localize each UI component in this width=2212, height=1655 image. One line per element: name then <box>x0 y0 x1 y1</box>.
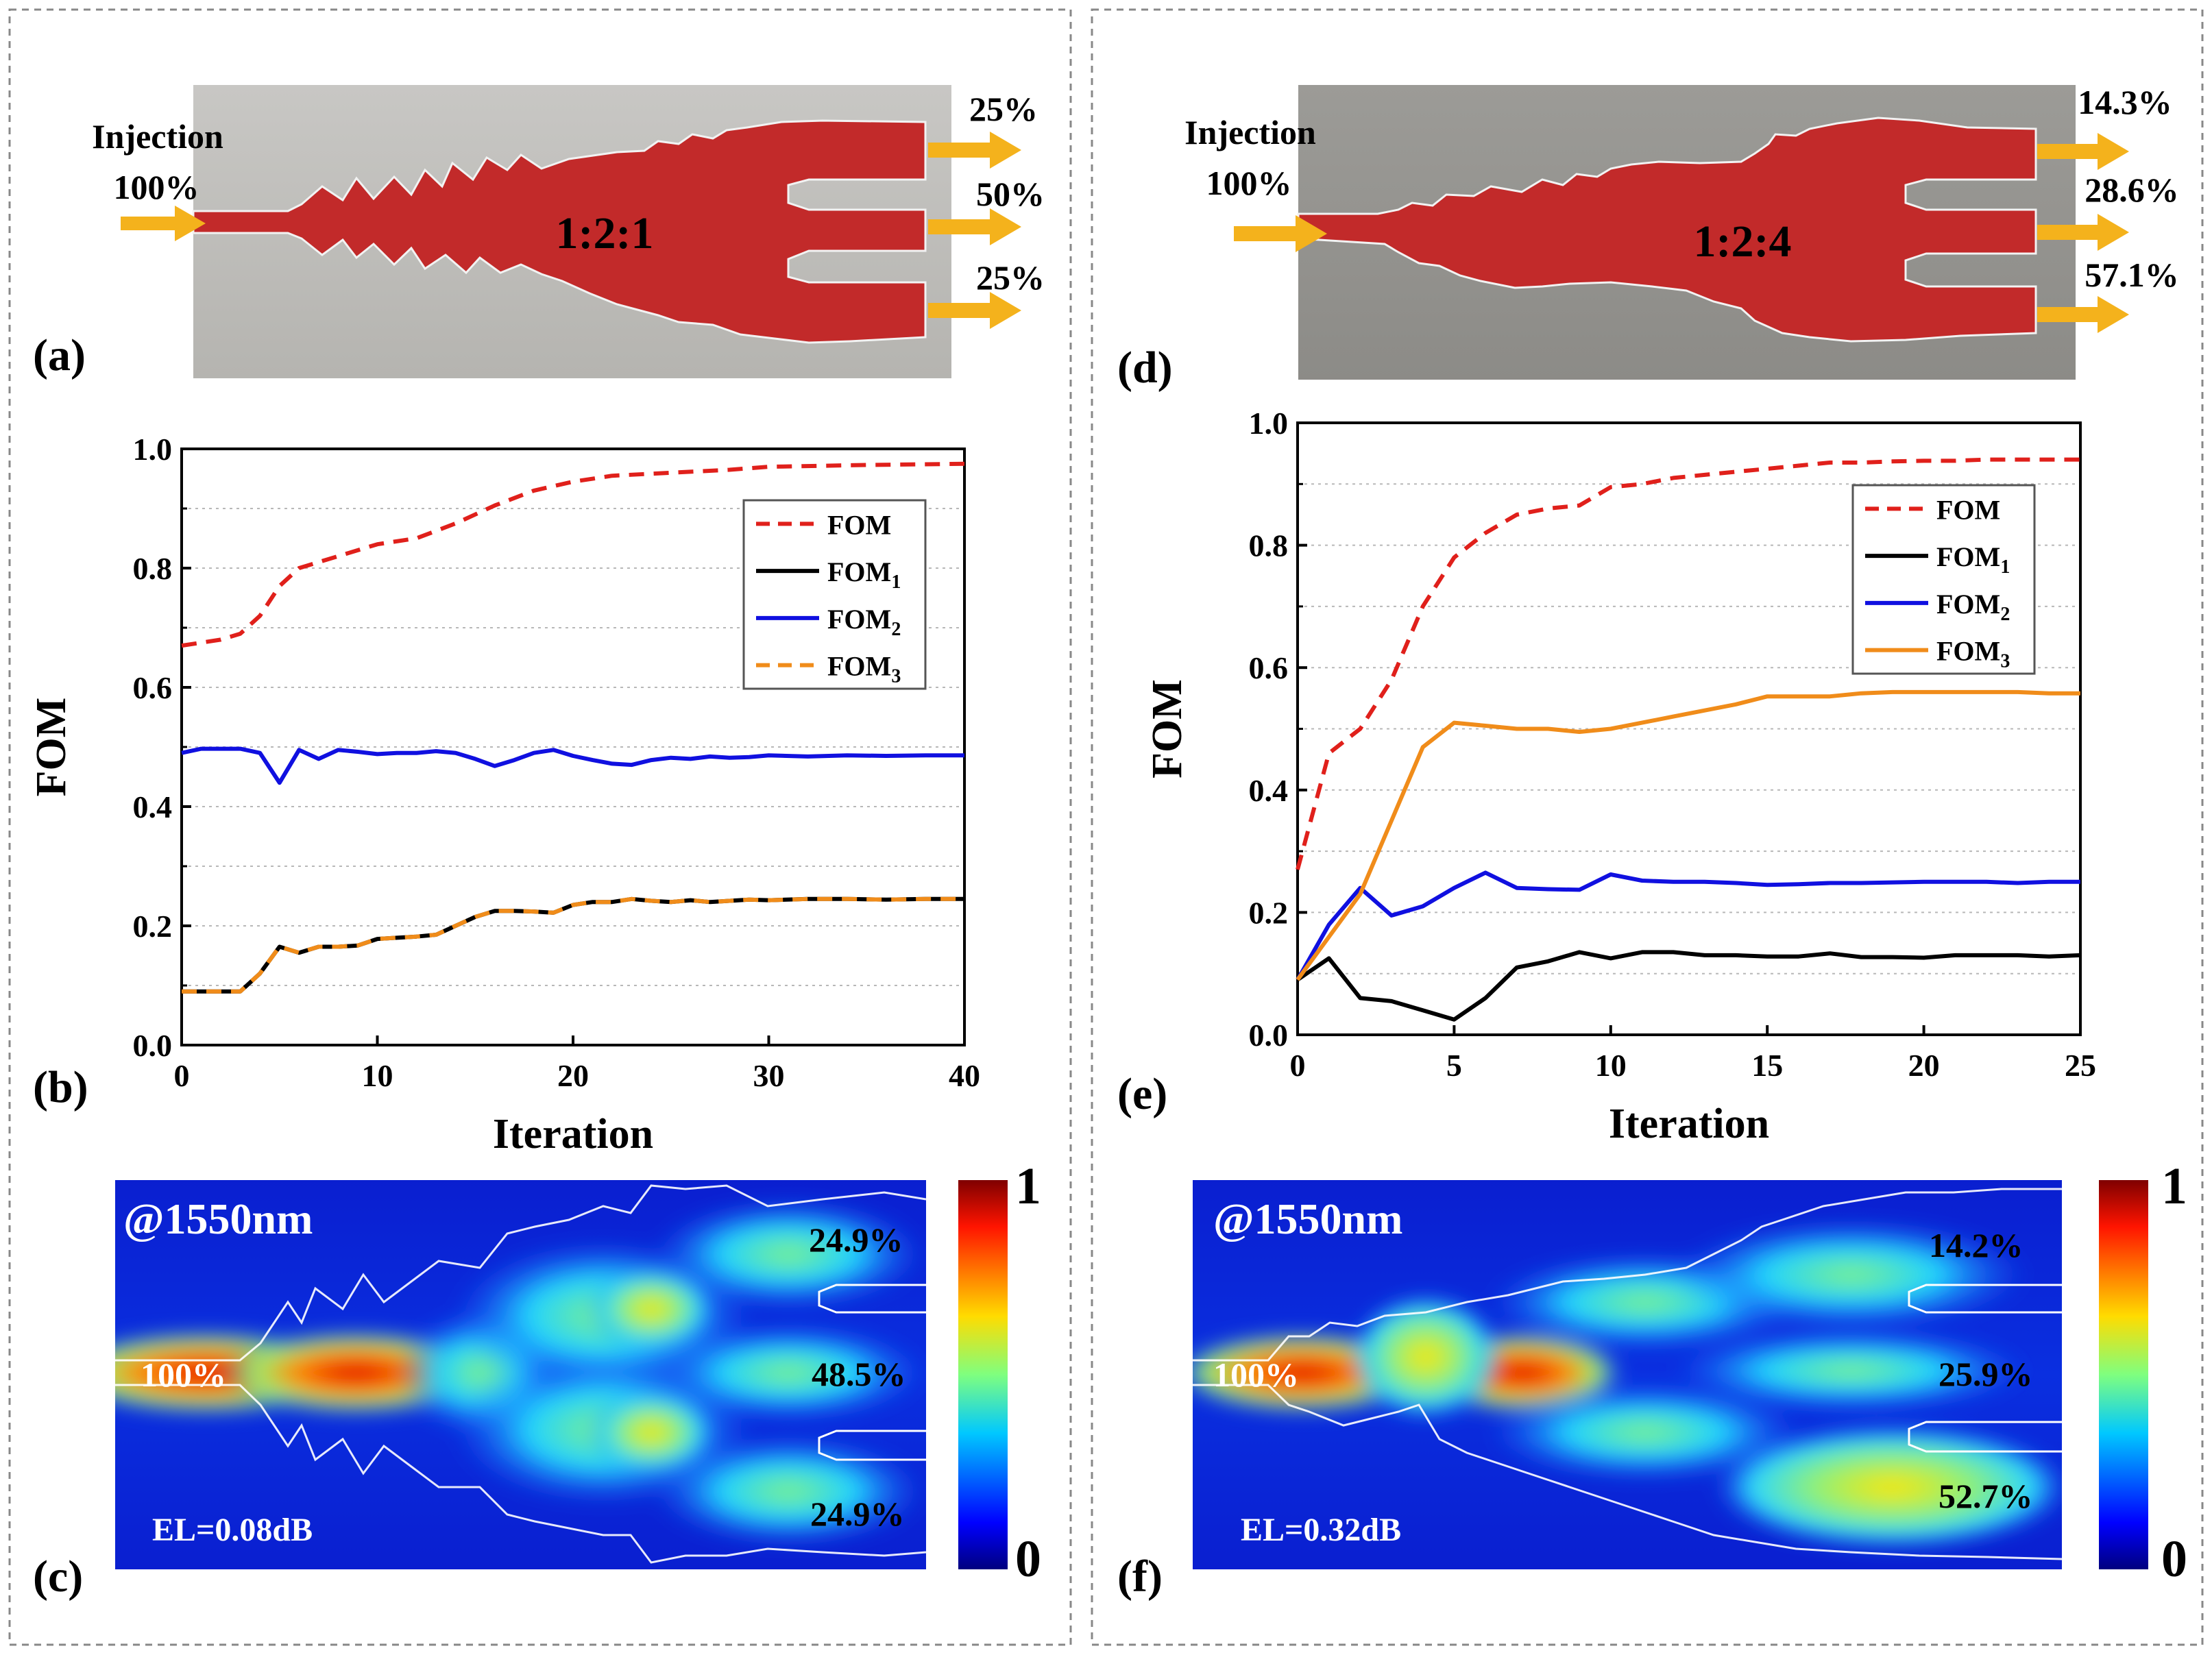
fom-chart-right: 0.0 0.2 0.4 0.6 0.8 1.0 0 5 10 15 20 25 Iteration FOM… <box>1144 406 2096 1147</box>
wavelength-label-right: @1550nm <box>1213 1194 1402 1243</box>
chart-b-xtick-label: 10 <box>362 1058 393 1093</box>
chart-e-ytick-label: 0.6 <box>1249 650 1289 685</box>
input-percent-right: 100% <box>1213 1356 1299 1394</box>
excess-loss-left: EL=0.08dB <box>152 1512 313 1548</box>
ratio-label-right: 1:2:4 <box>1694 217 1792 267</box>
injection-label-left: Injection <box>92 117 223 156</box>
ratio-label-left: 1:2:1 <box>556 208 654 258</box>
colorbar-max-left: 1 <box>1015 1157 1041 1215</box>
panel-label-e: (e) <box>1117 1069 1167 1119</box>
chart-e-legend-label: FOM <box>1936 494 2000 525</box>
field-output-left-2: 48.5% <box>812 1355 906 1393</box>
field-map-right: @1550nm 100% 14.2% 25.9% 52.7% EL=0.32dB… <box>1193 1157 2187 1588</box>
waveguide-left <box>192 119 927 344</box>
fom-chart-left: 0.0 0.2 0.4 0.6 0.8 1.0 0 10 20 30 40 Iteration FOM F… <box>28 432 980 1157</box>
chart-e-ytick-label: 0.8 <box>1249 528 1289 563</box>
chart-b-xtick-label: 0 <box>174 1058 190 1093</box>
panel-label-b: (b) <box>33 1062 88 1112</box>
chart-e-xtick-label: 20 <box>1908 1048 1940 1083</box>
chart-b-series-line-fom2 <box>181 746 964 785</box>
chart-e-series-line-fom1 <box>1296 950 2081 1022</box>
waveguide-right <box>1297 117 2037 343</box>
field-map-left: @1550nm 100% 24.9% 48.5% 24.9% EL=0.08dB… <box>115 1157 1041 1588</box>
chart-e-ytick-label: 1.0 <box>1249 406 1289 441</box>
chart-e-ytick-label: 0.2 <box>1249 895 1289 930</box>
injection-percent-right: 100% <box>1206 164 1292 202</box>
panel-label-d: (d) <box>1117 343 1173 393</box>
output-percent-right-2: 28.6% <box>2085 171 2179 209</box>
chart-b-ytick-label: 0.4 <box>133 789 173 824</box>
colorbar-min-left: 0 <box>1015 1530 1041 1588</box>
field-output-left-1: 24.9% <box>809 1221 903 1259</box>
input-percent-left: 100% <box>141 1356 226 1394</box>
chart-e-legend-label: FOM2 <box>1936 589 2010 625</box>
schematic-left: Injection 100% 1:2:1 25% 50% 25% <box>92 85 1045 378</box>
colorbar-right <box>2099 1180 2148 1569</box>
schematic-right: Injection 100% 1:2:4 14.3% 28.6% 57.1% <box>1184 83 2179 380</box>
output-percent-right-3: 57.1% <box>2085 256 2179 294</box>
chart-e-xtick-label: 10 <box>1595 1048 1627 1083</box>
output-percent-left-2: 50% <box>976 175 1045 213</box>
chart-e-series-line-fom <box>1296 457 2080 870</box>
chart-e-legend-frame <box>1851 484 2036 675</box>
chart-b-xtick-label: 40 <box>949 1058 980 1093</box>
panel-label-c: (c) <box>33 1552 83 1602</box>
chart-b-xtick-label: 30 <box>753 1058 785 1093</box>
field-output-left-3: 24.9% <box>810 1495 905 1533</box>
chart-e-ytick-label: 0.0 <box>1249 1018 1289 1053</box>
chart-b-legend-frame <box>742 499 927 690</box>
arrows-left <box>121 132 1021 329</box>
chart-e-legend-label: FOM3 <box>1936 636 2010 672</box>
chart-e-legend-subscript: 1 <box>2000 556 2010 578</box>
chart-e-xtick-label: 5 <box>1446 1048 1462 1083</box>
injection-percent-left: 100% <box>114 168 199 206</box>
chart-e-legend-subscript: 3 <box>2000 651 2010 672</box>
panel-label-f: (f) <box>1117 1552 1163 1602</box>
chart-b-legend-label: FOM3 <box>827 651 901 687</box>
chart-b-series-line-fom1 <box>182 896 964 994</box>
chart-e-xlabel: Iteration <box>1609 1101 1769 1147</box>
chart-e-xtick-label: 25 <box>2065 1048 2096 1083</box>
chart-b-ytick-label: 0.8 <box>133 551 173 586</box>
colorbar-max-right: 1 <box>2161 1157 2187 1215</box>
wavelength-label-left: @1550nm <box>123 1194 313 1243</box>
excess-loss-right: EL=0.32dB <box>1241 1512 1401 1548</box>
panel-label-a: (a) <box>33 330 86 380</box>
chart-e-series-line-fom2 <box>1296 870 2080 981</box>
chart-b-legend-label: FOM2 <box>827 604 901 640</box>
colorbar-left <box>958 1180 1008 1569</box>
chart-b-legend-subscript: 3 <box>891 666 901 687</box>
colorbar-min-right: 0 <box>2161 1530 2187 1588</box>
field-output-right-3: 52.7% <box>1938 1477 2033 1515</box>
output-percent-left-1: 25% <box>969 90 1038 128</box>
chart-e-xtick-label: 15 <box>1751 1048 1783 1083</box>
right-panel-frame <box>1091 8 2204 1646</box>
chart-b-ylabel: FOM <box>28 698 75 797</box>
chart-b-series-line-fom3 <box>182 896 964 994</box>
chart-b-legend-subscript: 1 <box>891 572 901 593</box>
chart-e-legend-subscript: 2 <box>2000 604 2010 625</box>
chart-b-ytick-label: 0.0 <box>133 1028 173 1063</box>
chart-b-xtick-label: 20 <box>557 1058 589 1093</box>
arrows-right <box>1234 133 2129 333</box>
chart-b-legend-label: FOM <box>827 509 891 540</box>
injection-label-right: Injection <box>1184 113 1316 151</box>
chart-b-series-line-fom <box>181 461 965 648</box>
output-percent-left-3: 25% <box>976 258 1045 297</box>
chart-e-ylabel: FOM <box>1144 679 1191 779</box>
chart-b-xlabel: Iteration <box>493 1111 653 1157</box>
field-output-right-1: 14.2% <box>1929 1226 2023 1264</box>
chart-e-xtick-label: 0 <box>1290 1048 1306 1083</box>
chart-b-ytick-label: 1.0 <box>133 432 173 467</box>
chart-b-ytick-label: 0.6 <box>133 670 173 705</box>
chart-b-legend-label: FOM1 <box>827 556 901 593</box>
left-panel-frame <box>8 8 1072 1646</box>
chart-b-legend-subscript: 2 <box>891 619 901 640</box>
chart-e-series-line-fom3 <box>1296 689 2080 981</box>
output-percent-right-1: 14.3% <box>2078 83 2172 121</box>
chart-b-ytick-label: 0.2 <box>133 909 173 944</box>
chart-e-ytick-label: 0.4 <box>1249 773 1289 808</box>
chart-e-legend-label: FOM1 <box>1936 541 2010 578</box>
field-output-right-2: 25.9% <box>1938 1355 2033 1393</box>
